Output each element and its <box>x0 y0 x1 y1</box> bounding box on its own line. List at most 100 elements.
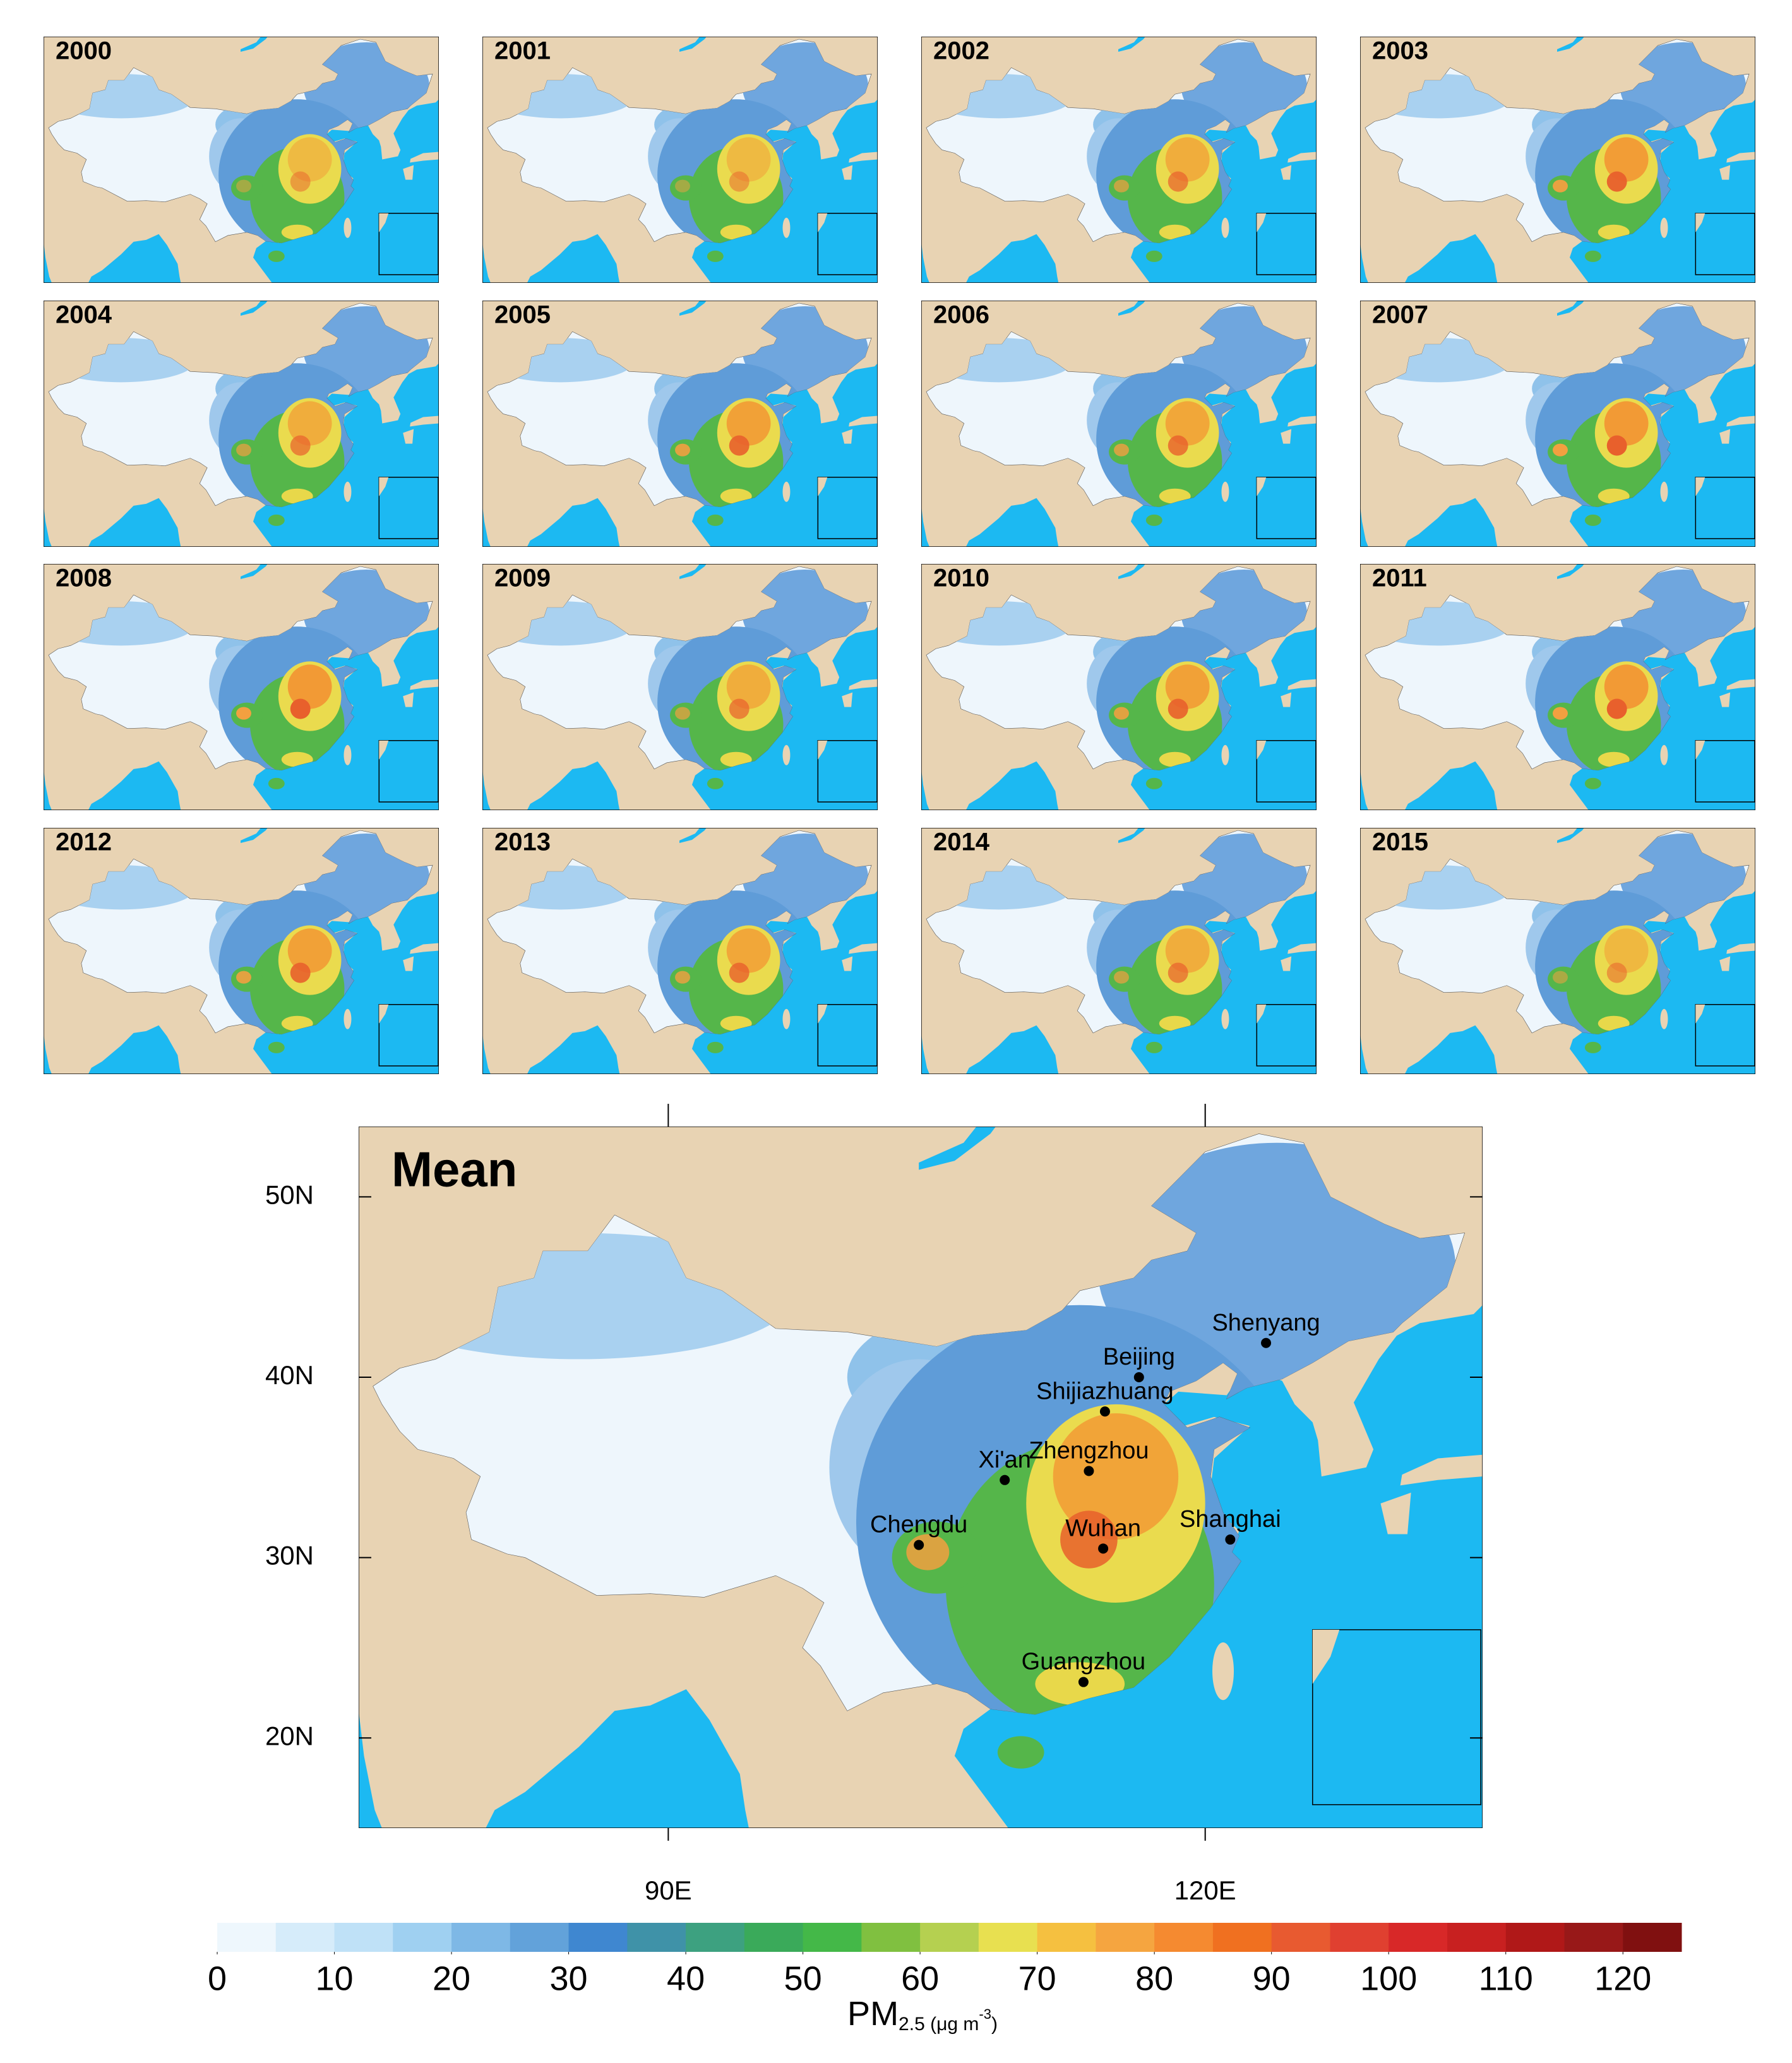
pollution-area <box>720 488 752 504</box>
land <box>1287 679 1317 690</box>
water <box>486 1689 749 1828</box>
map <box>921 564 1317 810</box>
colorbar-swatch <box>1096 1923 1155 1952</box>
pollution-area <box>287 401 332 446</box>
pollution-area <box>1598 488 1630 504</box>
hainan <box>268 1041 285 1053</box>
land <box>410 943 439 954</box>
water <box>88 234 181 283</box>
pollution-area <box>1598 224 1630 240</box>
inset <box>818 1005 877 1066</box>
land <box>842 165 853 180</box>
inset <box>1313 1630 1481 1805</box>
land <box>1281 956 1292 971</box>
inset <box>1257 741 1316 802</box>
land <box>842 429 853 444</box>
hainan <box>268 777 285 789</box>
map-title: Mean <box>391 1142 517 1197</box>
inset-land <box>818 740 828 760</box>
colorbar-swatch <box>1623 1923 1682 1952</box>
water <box>241 37 268 52</box>
inset-land <box>818 477 828 496</box>
hainan <box>707 514 724 526</box>
city-marker <box>914 1540 924 1550</box>
pollution-area <box>675 971 690 984</box>
water <box>241 828 268 844</box>
label-main: PM <box>847 1995 899 2033</box>
pollution-area <box>287 664 332 709</box>
water <box>527 498 620 547</box>
pollution-area <box>1168 171 1188 192</box>
colorbar-swatch <box>1505 1923 1565 1952</box>
hainan <box>1584 1041 1601 1053</box>
pollution-area <box>1159 1015 1191 1031</box>
panel-label: 2004 <box>56 301 112 329</box>
taiwan <box>782 481 791 502</box>
water <box>965 1025 1059 1074</box>
inset <box>379 741 438 802</box>
pollution-area <box>1168 435 1188 456</box>
city-label: Beijing <box>1103 1344 1175 1370</box>
hainan <box>707 250 724 262</box>
water <box>921 1032 929 1074</box>
pollution-area <box>1168 698 1188 719</box>
pollution-area <box>1606 698 1627 719</box>
taiwan <box>1221 744 1229 765</box>
pollution-area <box>1604 928 1649 973</box>
water <box>921 505 929 547</box>
pollution <box>926 306 1308 507</box>
taiwan <box>343 481 352 502</box>
water <box>679 828 707 844</box>
city-marker <box>1261 1337 1272 1348</box>
panel-label: 2005 <box>494 301 551 329</box>
pollution-area <box>1553 179 1568 193</box>
water <box>965 234 1059 283</box>
colorbar-swatch <box>1212 1923 1272 1952</box>
land <box>849 943 878 954</box>
city-label: Shenyang <box>1212 1310 1320 1336</box>
water <box>1404 234 1498 283</box>
colorbar-tick-label: 10 <box>315 1959 353 1997</box>
pollution-area <box>290 698 311 719</box>
panel-label: 2009 <box>494 565 551 592</box>
pollution-area <box>1553 443 1568 457</box>
pollution-area <box>1060 1510 1118 1569</box>
land <box>1380 1492 1411 1534</box>
pollution-area <box>1114 179 1129 193</box>
pollution-area <box>1114 707 1129 720</box>
colorbar-tick-label: 50 <box>784 1959 822 1997</box>
panel-label: 2008 <box>56 565 112 592</box>
taiwan <box>1221 1008 1229 1029</box>
land <box>1726 416 1755 427</box>
water <box>1557 301 1584 316</box>
colorbar-swatch <box>1389 1923 1448 1952</box>
inset <box>1695 213 1755 275</box>
panel-label: 2007 <box>1372 301 1428 329</box>
water <box>965 498 1059 547</box>
inset <box>1257 213 1316 275</box>
colorbar-tick-label: 60 <box>901 1959 939 1997</box>
taiwan <box>1660 744 1668 765</box>
pollution-area <box>1165 928 1210 973</box>
inset-land <box>1257 1004 1267 1024</box>
taiwan <box>1221 217 1229 238</box>
water <box>1557 564 1584 580</box>
city-marker <box>1084 1466 1094 1476</box>
land <box>403 429 414 444</box>
inset <box>1257 477 1316 539</box>
taiwan <box>782 217 791 238</box>
panel-label: 2000 <box>56 37 112 65</box>
pollution-area <box>1114 443 1129 457</box>
water <box>44 768 52 810</box>
water <box>1118 828 1145 844</box>
colorbar-swatch <box>275 1923 335 1952</box>
inset <box>818 213 877 275</box>
label-end: ) <box>991 2014 998 2035</box>
pollution-area <box>1165 137 1210 182</box>
lat-label: 20N <box>265 1721 314 1750</box>
land <box>1719 429 1731 444</box>
water <box>88 498 181 547</box>
pollution-area <box>287 137 332 182</box>
lat-label: 30N <box>265 1541 314 1570</box>
land <box>1726 943 1755 954</box>
